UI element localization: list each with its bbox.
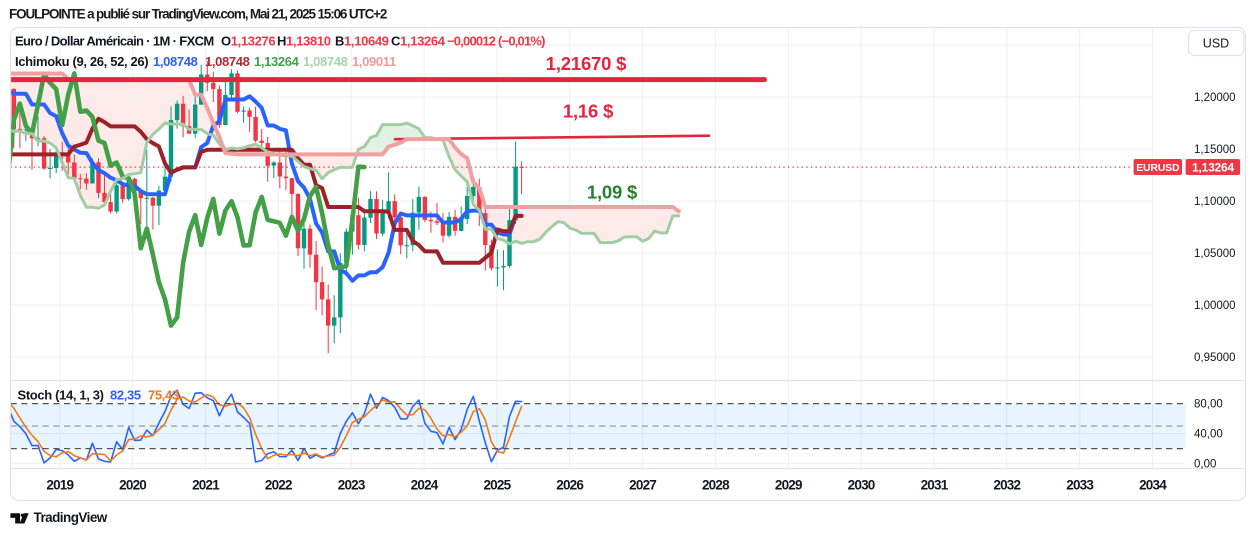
svg-text:USD: USD: [1203, 37, 1229, 51]
svg-text:80,00: 80,00: [1194, 399, 1223, 411]
svg-text:2022: 2022: [265, 478, 292, 493]
svg-text:2034: 2034: [1139, 478, 1167, 493]
svg-text:1,13264: 1,13264: [1192, 161, 1235, 175]
svg-text:1,08748: 1,08748: [205, 54, 250, 69]
svg-text:1,15000: 1,15000: [1194, 144, 1236, 156]
svg-text:1,08748: 1,08748: [153, 54, 198, 69]
svg-text:2033: 2033: [1066, 478, 1094, 493]
svg-text:O1,13276: O1,13276: [221, 34, 275, 49]
svg-text:1,13264: 1,13264: [254, 54, 300, 69]
svg-text:2025: 2025: [483, 478, 511, 493]
svg-text:2028: 2028: [702, 478, 730, 493]
svg-text:2027: 2027: [629, 478, 656, 493]
svg-text:1,08748: 1,08748: [303, 54, 348, 69]
svg-text:FOULPOINTE a publié sur Tradin: FOULPOINTE a publié sur TradingView.com,…: [9, 7, 387, 22]
svg-text:40,00: 40,00: [1194, 429, 1223, 441]
svg-text:EURUSD: EURUSD: [1136, 162, 1180, 174]
svg-text:2032: 2032: [993, 478, 1020, 493]
svg-text:2026: 2026: [556, 478, 584, 493]
svg-text:2030: 2030: [848, 478, 875, 493]
svg-text:1,20000: 1,20000: [1194, 92, 1236, 104]
svg-text:−0,00012 (−0,01%): −0,00012 (−0,01%): [447, 34, 545, 49]
svg-text:1,09011: 1,09011: [352, 54, 396, 69]
svg-text:Euro / Dollar Américain · 1M ·: Euro / Dollar Américain · 1M · FXCM: [15, 34, 214, 49]
svg-text:Ichimoku (9, 26, 52, 26): Ichimoku (9, 26, 52, 26): [15, 54, 148, 69]
svg-text:2031: 2031: [921, 478, 949, 493]
svg-text:2023: 2023: [338, 478, 366, 493]
svg-text:2019: 2019: [46, 478, 73, 493]
svg-text:1,00000: 1,00000: [1194, 300, 1236, 312]
svg-text:1,21670 $: 1,21670 $: [546, 53, 627, 74]
svg-text:82,35: 82,35: [110, 388, 141, 403]
svg-text:0,00: 0,00: [1194, 459, 1216, 471]
svg-text:Stoch (14, 1, 3): Stoch (14, 1, 3): [18, 388, 104, 403]
svg-text:2021: 2021: [192, 478, 220, 493]
svg-text:H1,13810: H1,13810: [277, 34, 331, 49]
svg-text:C1,13264: C1,13264: [391, 34, 446, 49]
svg-text:1,10000: 1,10000: [1194, 196, 1236, 208]
svg-text:2024: 2024: [411, 478, 439, 493]
svg-text:0,95000: 0,95000: [1194, 352, 1236, 364]
svg-text:2029: 2029: [775, 478, 802, 493]
svg-text:B1,10649: B1,10649: [335, 34, 389, 49]
svg-text:TradingView: TradingView: [34, 510, 108, 525]
svg-text:2020: 2020: [119, 478, 146, 493]
svg-text:1,16 $: 1,16 $: [563, 101, 614, 122]
svg-text:1,09 $: 1,09 $: [587, 182, 638, 203]
svg-text:1,05000: 1,05000: [1194, 248, 1236, 260]
svg-text:75,43: 75,43: [148, 388, 179, 403]
